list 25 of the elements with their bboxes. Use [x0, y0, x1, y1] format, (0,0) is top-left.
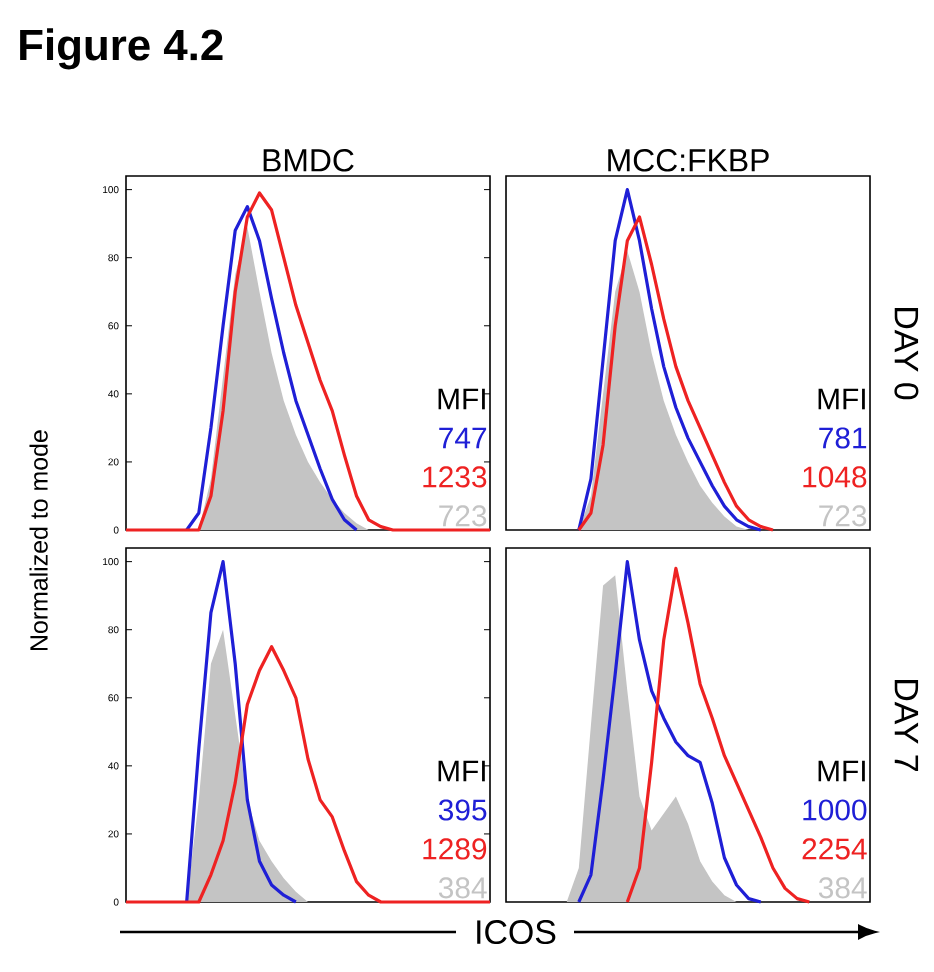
annotation: 384	[438, 877, 487, 899]
annotation: 384	[818, 877, 867, 899]
annotation: 2254	[802, 838, 867, 860]
annotation: MFI	[818, 760, 865, 782]
line-series	[185, 205, 359, 532]
annotation: MFI	[438, 388, 485, 410]
line-series	[185, 560, 298, 904]
chart-subtitle: BMDC	[263, 149, 354, 172]
annotation: 781	[819, 427, 867, 449]
annotation: 1233	[423, 466, 487, 488]
chart-title: Figure 4.2	[20, 28, 223, 70]
chart-subtitle: MCC:FKBP	[608, 149, 769, 172]
y2-axis-title: DAY 7	[894, 680, 919, 771]
x-axis-title: ICOS	[477, 920, 556, 945]
y2-axis-title: DAY 0	[894, 308, 919, 400]
annotation: 1000	[803, 799, 867, 821]
annotation: 747	[439, 427, 487, 449]
annotation: 395	[438, 799, 487, 821]
annotation: MFI	[818, 388, 865, 410]
annotation: 1048	[803, 466, 867, 488]
annotation: MFI	[438, 760, 485, 782]
annotation: 723	[819, 505, 867, 527]
annotation: 723	[439, 505, 487, 527]
annotation: 1289	[423, 838, 487, 860]
y-axis-title: Normalized to mode	[29, 430, 48, 651]
